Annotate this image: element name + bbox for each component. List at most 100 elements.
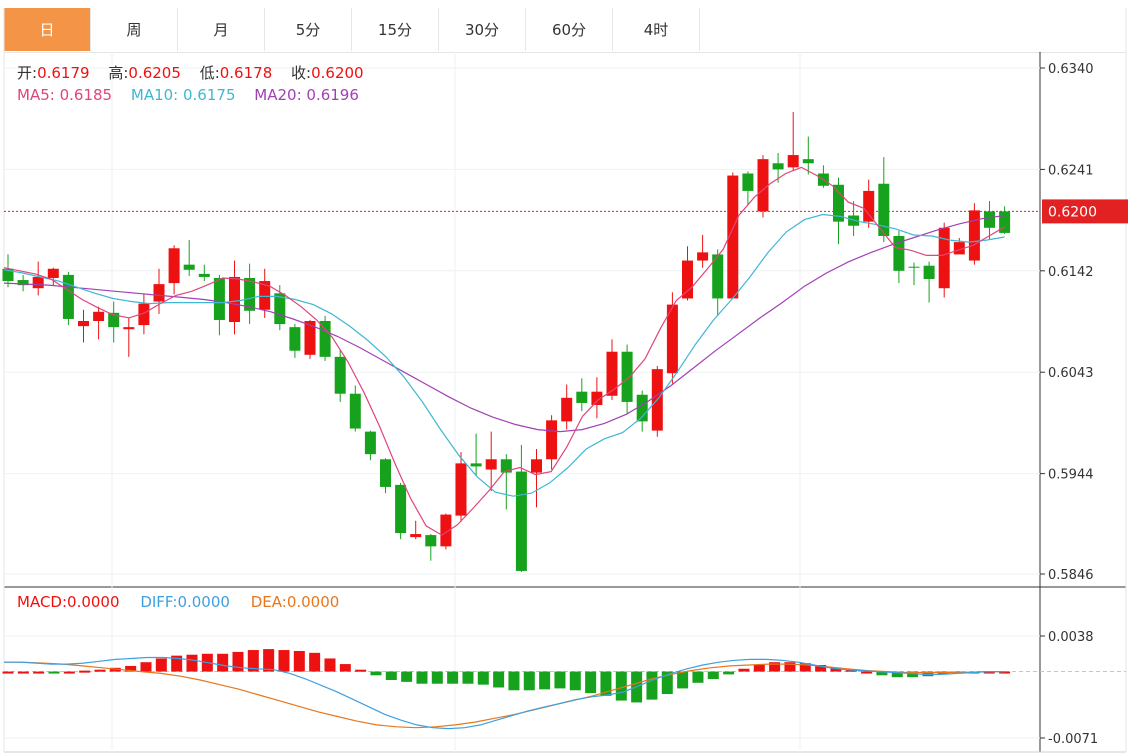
candle-body-40 <box>606 351 618 396</box>
macd-bar-56 <box>861 671 873 674</box>
macd-bar-3 <box>48 671 60 674</box>
candle-body-44 <box>666 304 678 374</box>
ma10-label: MA10: <box>130 86 179 104</box>
candle-body-11 <box>168 248 180 284</box>
macd-bar-24 <box>370 671 382 676</box>
candle-body-1 <box>17 280 29 286</box>
candle-body-64 <box>968 210 980 261</box>
candle-body-7 <box>108 312 120 328</box>
high-label: 高: <box>108 64 129 82</box>
tab-2[interactable]: 月 <box>178 8 265 51</box>
macd-bar-40 <box>615 671 627 701</box>
candle-body-30 <box>455 463 467 516</box>
macd-bar-45 <box>692 671 704 683</box>
macd-label: MACD: <box>17 593 68 611</box>
candle-body-63 <box>953 242 965 255</box>
macd-bar-50 <box>769 662 781 672</box>
macd-bar-23 <box>355 669 367 672</box>
macd-value: 0.0000 <box>67 593 120 611</box>
ytick-label-0: 0.6340 <box>1048 62 1094 77</box>
low-value: 0.6178 <box>219 64 273 82</box>
macd-bar-4 <box>63 671 75 674</box>
period-tabs: 日周月 5分 15分 30分 60分 4时 <box>4 8 1126 53</box>
macd-bar-27 <box>416 671 428 684</box>
candle-body-10 <box>153 284 165 302</box>
macd-bar-20 <box>309 652 321 672</box>
diff-label: DIFF: <box>140 593 178 611</box>
candle-body-23 <box>349 393 361 429</box>
macd-bar-0 <box>2 671 14 674</box>
macd-ytick-label-0: 0.0038 <box>1048 630 1094 645</box>
candle-body-48 <box>727 175 739 299</box>
candle-body-12 <box>183 264 195 270</box>
high-value: 0.6205 <box>128 64 181 82</box>
macd-bar-57 <box>876 671 888 676</box>
candle-body-19 <box>289 327 301 351</box>
tab-0[interactable]: 日 <box>4 8 91 51</box>
macd-legend: MACD:0.0000 DIFF:0.0000 DEA:0.0000 <box>17 593 339 611</box>
macd-bar-6 <box>94 669 106 672</box>
candle-body-59 <box>893 235 905 271</box>
candle-body-37 <box>561 397 573 422</box>
candle-body-26 <box>395 484 407 534</box>
candle-body-46 <box>697 252 709 261</box>
macd-bar-22 <box>339 664 351 672</box>
candle-body-55 <box>833 184 844 222</box>
candle-body-41 <box>621 351 633 402</box>
tab-6[interactable]: 60分 <box>526 8 613 51</box>
candle-body-28 <box>425 535 437 547</box>
current-price-tag <box>1042 199 1128 224</box>
ytick-label-1: 0.6241 <box>1048 163 1094 178</box>
macd-bar-16 <box>247 650 259 672</box>
ma5-line <box>3 166 1005 536</box>
macd-bar-2 <box>33 671 45 674</box>
candle-body-50 <box>757 159 769 212</box>
candle-body-21 <box>319 321 331 357</box>
candle-body-53 <box>802 159 814 164</box>
tab-7[interactable]: 4时 <box>613 8 700 51</box>
candle-body-52 <box>787 155 799 168</box>
macd-bar-12 <box>186 654 198 672</box>
candle-body-29 <box>440 514 452 547</box>
candle-body-39 <box>591 391 603 405</box>
open-label: 开: <box>17 64 38 82</box>
macd-bar-51 <box>784 662 796 672</box>
candle-body-38 <box>576 391 588 403</box>
ytick-label-4: 0.5944 <box>1048 468 1094 483</box>
ma20-value: 0.6196 <box>306 86 359 104</box>
tab-1[interactable]: 周 <box>91 8 178 51</box>
candle-body-36 <box>546 420 558 460</box>
candle-body-58 <box>878 183 890 236</box>
macd-bar-11 <box>171 655 183 672</box>
macd-bar-28 <box>431 671 443 684</box>
macd-bar-26 <box>401 671 413 682</box>
candle-body-3 <box>47 268 59 278</box>
macd-bar-52 <box>799 663 811 672</box>
candle-body-42 <box>636 394 648 422</box>
candle-body-16 <box>244 277 256 311</box>
candle-body-33 <box>500 459 512 473</box>
tab-3[interactable]: 5分 <box>265 8 352 51</box>
low-label: 低: <box>199 64 220 82</box>
ytick-label-3: 0.6043 <box>1048 366 1094 381</box>
dea-label: DEA: <box>250 593 287 611</box>
candle-body-17 <box>259 281 271 310</box>
macd-bar-58 <box>891 671 903 678</box>
candle-body-27 <box>410 534 422 538</box>
tab-5[interactable]: 30分 <box>439 8 526 51</box>
candle-body-57 <box>863 190 875 222</box>
ytick-label-2: 0.6142 <box>1048 265 1094 280</box>
macd-bar-31 <box>477 671 489 685</box>
macd-bar-9 <box>140 662 152 672</box>
macd-bar-25 <box>385 671 397 680</box>
macd-bar-17 <box>263 649 275 672</box>
candle-body-47 <box>712 254 724 299</box>
ytick-label-5: 0.5846 <box>1048 568 1094 583</box>
macd-bar-43 <box>661 671 673 695</box>
candle-body-0 <box>2 268 14 282</box>
tab-4[interactable]: 15分 <box>352 8 439 51</box>
candle-body-8 <box>123 327 135 330</box>
candle-body-25 <box>380 459 391 487</box>
macd-bar-42 <box>646 671 658 700</box>
